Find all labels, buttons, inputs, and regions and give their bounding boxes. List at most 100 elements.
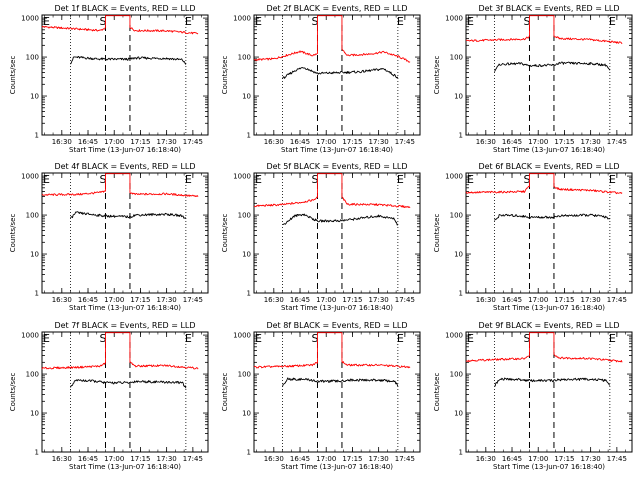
y-axis-label: Counts/sec	[9, 373, 17, 412]
y-tick-label: 100	[450, 371, 463, 379]
x-tick-label: 17:00	[528, 138, 548, 146]
chart-title: Det 3f BLACK = Events, RED = LLD	[478, 4, 619, 13]
x-tick-label: 17:15	[554, 455, 574, 463]
middle-marker-label: S	[311, 332, 318, 345]
middle-marker-label: S	[523, 332, 530, 345]
x-tick-label: 16:30	[264, 455, 284, 463]
middle-marker-label: S	[523, 173, 530, 186]
y-tick-label: 1000	[233, 332, 251, 340]
x-tick-label: 17:15	[130, 296, 150, 304]
x-tick-label: 17:00	[104, 455, 124, 463]
y-tick-label: 10	[454, 93, 463, 101]
y-axis-label: Counts/sec	[9, 56, 17, 95]
end-marker-label: E	[609, 332, 616, 345]
end-marker-label: E	[185, 173, 192, 186]
y-tick-label: 100	[238, 212, 251, 220]
chart-panel-6: Det 6f BLACK = Events, RED = LLD 1 10 100 10…	[433, 162, 633, 312]
plot-frame	[465, 331, 633, 453]
y-tick-label: 1	[35, 449, 39, 457]
x-tick-label: 16:30	[52, 455, 72, 463]
y-tick-label: 1000	[233, 15, 251, 23]
y-tick-label: 1000	[21, 173, 39, 181]
x-tick-label: 17:30	[157, 455, 177, 463]
x-tick-label: 17:00	[316, 296, 336, 304]
x-tick-label: 16:30	[264, 138, 284, 146]
y-tick-label: 100	[26, 212, 39, 220]
events-series-line	[494, 61, 611, 72]
x-tick-label: 17:00	[528, 296, 548, 304]
x-axis-label: Start Time (13-Jun-07 16:18:40)	[493, 463, 605, 471]
lld-series-line	[465, 332, 623, 363]
y-tick-label: 1000	[445, 332, 463, 340]
lld-series-line	[253, 332, 411, 369]
middle-marker-label: S	[99, 15, 106, 28]
chart-panel-9: Det 9f BLACK = Events, RED = LLD 1 10 100 10…	[433, 321, 633, 471]
x-tick-label: 17:00	[528, 455, 548, 463]
y-axis-label: Counts/sec	[433, 56, 441, 95]
x-tick-label: 17:30	[581, 296, 601, 304]
x-tick-label: 17:15	[554, 296, 574, 304]
y-tick-label: 100	[26, 54, 39, 62]
x-axis-label: Start Time (13-Jun-07 16:18:40)	[281, 463, 393, 471]
x-tick-label: 17:30	[157, 138, 177, 146]
x-tick-label: 16:45	[502, 138, 522, 146]
y-tick-label: 10	[242, 93, 251, 101]
x-axis-label: Start Time (13-Jun-07 16:18:40)	[493, 304, 605, 312]
y-tick-label: 1	[247, 132, 251, 140]
events-series-line	[282, 377, 399, 387]
y-tick-label: 10	[30, 410, 39, 418]
chart-panel-4: Det 4f BLACK = Events, RED = LLD 1 10 100 10…	[9, 162, 209, 312]
y-tick-label: 1	[459, 290, 463, 298]
start-marker-label: E	[467, 173, 474, 186]
chart-panel-5: Det 5f BLACK = Events, RED = LLD 1 10 100 10…	[221, 162, 421, 312]
y-tick-label: 100	[238, 371, 251, 379]
x-tick-label: 17:00	[104, 138, 124, 146]
y-tick-label: 1000	[445, 15, 463, 23]
events-series-line	[494, 377, 611, 387]
chart-title: Det 6f BLACK = Events, RED = LLD	[478, 162, 619, 171]
start-marker-label: E	[43, 332, 50, 345]
middle-marker-label: S	[523, 15, 530, 28]
plot-frame	[465, 172, 633, 294]
x-axis-label: Start Time (13-Jun-07 16:18:40)	[69, 146, 181, 154]
chart-title: Det 7f BLACK = Events, RED = LLD	[54, 321, 195, 330]
y-tick-label: 1	[247, 290, 251, 298]
y-axis-label: Counts/sec	[221, 56, 229, 95]
x-tick-label: 17:15	[342, 455, 362, 463]
chart-title: Det 5f BLACK = Events, RED = LLD	[266, 162, 407, 171]
x-tick-label: 16:30	[476, 138, 496, 146]
x-axis-label: Start Time (13-Jun-07 16:18:40)	[69, 463, 181, 471]
end-marker-label: E	[609, 15, 616, 28]
y-tick-label: 100	[450, 54, 463, 62]
y-axis-label: Counts/sec	[433, 214, 441, 253]
middle-marker-label: S	[311, 15, 318, 28]
plot-frame	[41, 14, 209, 136]
x-tick-label: 16:30	[476, 455, 496, 463]
x-tick-label: 17:45	[395, 455, 415, 463]
x-tick-label: 16:30	[264, 296, 284, 304]
x-tick-label: 17:45	[183, 455, 203, 463]
end-marker-label: E	[185, 15, 192, 28]
events-series-line	[282, 213, 398, 226]
x-tick-label: 17:00	[316, 455, 336, 463]
plot-frame	[41, 172, 209, 294]
plot-frame	[253, 14, 421, 136]
start-marker-label: E	[255, 332, 262, 345]
x-tick-label: 16:45	[78, 138, 98, 146]
start-marker-label: E	[255, 15, 262, 28]
middle-marker-label: S	[311, 173, 318, 186]
y-tick-label: 100	[238, 54, 251, 62]
x-tick-label: 17:00	[104, 296, 124, 304]
lld-series-line	[253, 173, 411, 208]
x-tick-label: 17:30	[581, 455, 601, 463]
y-axis-label: Counts/sec	[221, 373, 229, 412]
end-marker-label: E	[185, 332, 192, 345]
x-tick-label: 17:45	[607, 138, 627, 146]
end-marker-label: E	[397, 332, 404, 345]
chart-panel-3: Det 3f BLACK = Events, RED = LLD 1 10 100 10…	[433, 4, 633, 154]
y-tick-label: 1000	[21, 15, 39, 23]
lld-series-line	[41, 332, 199, 370]
y-tick-label: 1	[35, 290, 39, 298]
y-tick-label: 1000	[445, 173, 463, 181]
x-tick-label: 17:30	[369, 296, 389, 304]
